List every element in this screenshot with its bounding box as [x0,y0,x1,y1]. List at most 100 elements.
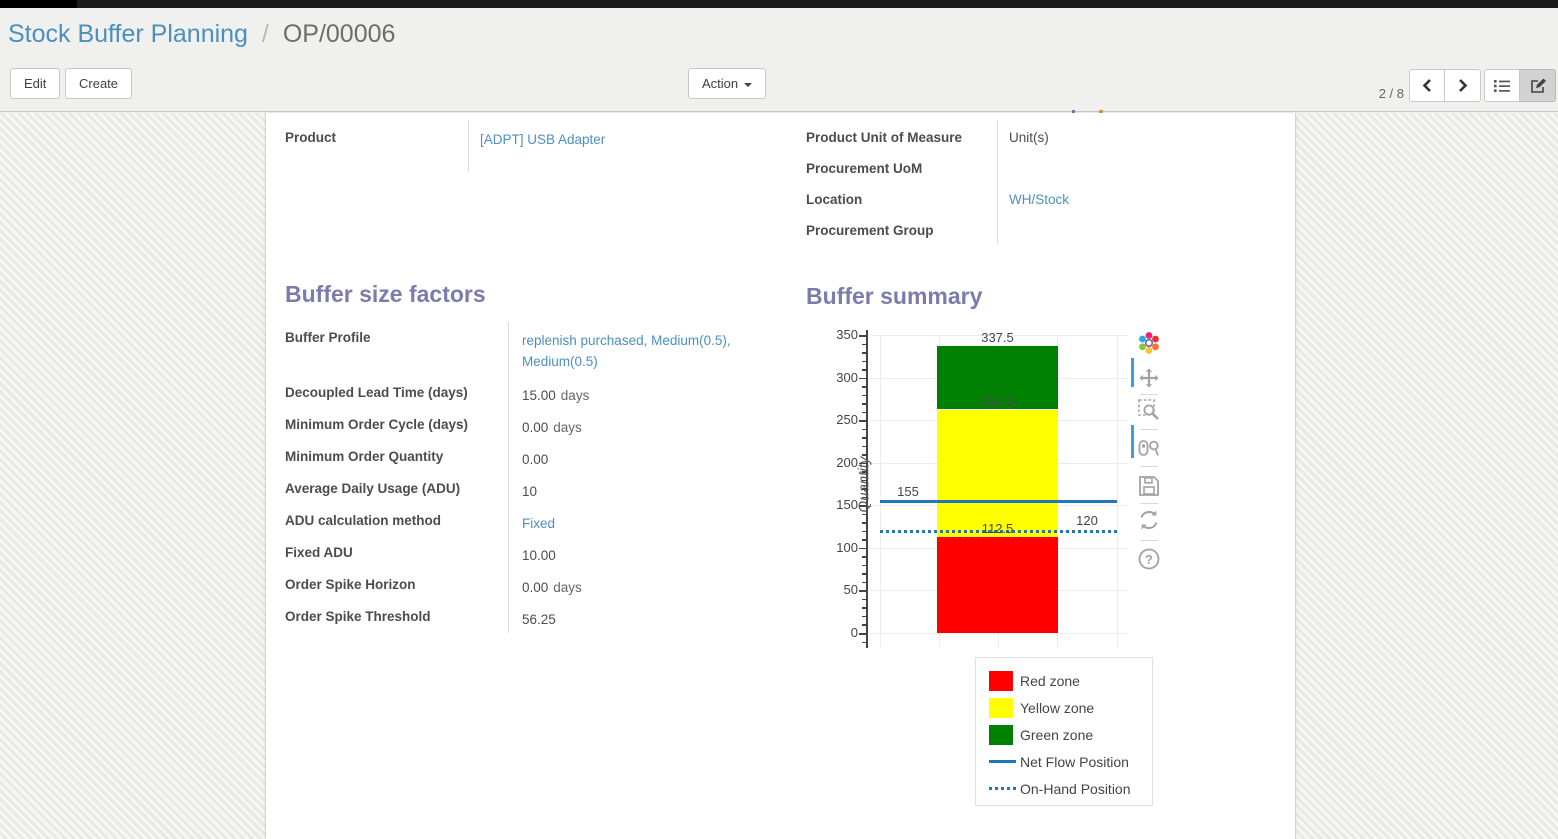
legend-item[interactable]: Net Flow Position [976,748,1152,775]
clipped-row-fragment [1072,110,1075,113]
on-hand-label: 120 [1076,512,1098,528]
field-row: Decoupled Lead Time (days) 15.00 days [280,377,796,409]
field-value [997,151,1296,182]
legend-label: On-Hand Position [1020,780,1131,797]
breadcrumb-parent-link[interactable]: Stock Buffer Planning [8,20,248,48]
field-label: Fixed ADU [285,545,353,560]
legend-item[interactable]: Yellow zone [976,694,1152,721]
product-value-link[interactable]: [ADPT] USB Adapter [480,132,606,147]
field-value: Fixed [508,505,796,537]
bar-top-label: 337.5 [981,329,1014,345]
zoom-box-icon[interactable] [1137,398,1161,422]
field-row: Location WH/Stock [801,182,1296,213]
legend-label: Red zone [1020,672,1080,689]
field-value-text: 10 [522,484,538,499]
form-view-button[interactable] [1520,69,1556,102]
y-axis-minor-tick [862,394,866,397]
legend-item[interactable]: Green zone [976,721,1152,748]
y-axis-tick-label: 100 [836,539,858,555]
field-row: Procurement Group [801,213,1296,244]
y-axis-tick-label: 50 [843,582,858,598]
section-heading-buffer-size-factors: Buffer size factors [285,281,486,307]
field-value-link[interactable]: replenish purchased, Medium(0.5), Medium… [522,333,731,369]
gridline [1117,335,1118,647]
y-axis-minor-tick [862,428,866,431]
y-axis-tick-label: 0 [850,625,858,640]
help-icon[interactable]: ? [1137,547,1161,571]
field-value: 15.00 days [508,377,796,409]
y-axis-minor-tick [862,556,866,558]
field-value-link[interactable]: Fixed [522,516,556,531]
y-axis-minor-tick [862,454,866,456]
chevron-left-icon [1422,79,1431,92]
pan-icon[interactable] [1137,366,1161,390]
legend-item[interactable]: On-Hand Position [976,775,1152,802]
create-button[interactable]: Create [65,68,133,99]
y-axis-minor-tick [862,641,866,643]
pager-next-button[interactable] [1445,69,1481,102]
y-axis-major-tick [859,547,866,550]
field-value-text: 10.00 [522,548,556,563]
list-view-button[interactable] [1484,69,1520,102]
svg-text:?: ? [1145,552,1153,567]
y-axis-minor-tick [862,615,866,618]
field-row: Average Daily Usage (ADU) 10 [280,473,796,505]
legend-item[interactable]: Red zone [976,667,1152,694]
edit-button[interactable]: Edit [10,68,61,99]
field-label: Order Spike Horizon [285,577,416,592]
field-unit: days [553,420,582,435]
net-flow-label: 155 [897,484,919,500]
y-axis-tick-label: 250 [836,412,858,428]
field-unit: days [553,580,582,595]
breadcrumb-separator: / [261,20,269,48]
field-value: 56.25 [508,601,796,633]
y-axis-minor-tick [862,352,866,354]
legend-swatch [989,787,1016,790]
y-axis-major-tick [859,377,866,380]
field-row: Order Spike Horizon 0.00 days [280,569,796,601]
plotly-logo-icon[interactable] [1137,331,1161,355]
compare-hover-icon[interactable] [1137,437,1161,461]
action-dropdown-button[interactable]: Action [688,68,767,99]
field-value: replenish purchased, Medium(0.5), Medium… [508,322,796,377]
y-axis-minor-tick [862,598,866,601]
field-label: Minimum Order Cycle (days) [285,417,469,432]
y-axis-minor-tick [862,513,866,516]
chevron-down-icon [744,82,753,87]
field-value-text: 15.00 [522,388,556,403]
field-value: 10 [508,473,796,505]
field-label: Decoupled Lead Time (days) [285,385,468,400]
y-axis-major-tick [859,505,866,507]
legend-label: Green zone [1020,726,1094,743]
y-axis-minor-tick [862,522,866,524]
download-plot-icon[interactable] [1137,474,1161,498]
field-row: ADU calculation method Fixed [280,505,796,537]
field-value-text: Unit(s) [1009,130,1049,145]
field-row: Buffer Profile replenish purchased, Mediu… [280,322,796,377]
y-axis-minor-tick [862,488,866,490]
y-axis-minor-tick [862,445,866,448]
y-axis-minor-tick [862,471,866,473]
buffer-factors-field-group: Buffer Profile replenish purchased, Mediu… [280,322,796,633]
y-axis-minor-tick [862,479,866,482]
green-zone-bar [937,345,1058,410]
action-label: Action [702,76,739,91]
field-value-text: 0.00 [522,452,549,467]
red-top-label: 112.5 [981,521,1014,537]
chart-modebar: ? [1128,330,1168,580]
field-value-link[interactable]: WH/Stock [1009,192,1070,207]
pager-buttons [1409,69,1481,102]
field-value: 0.00 days [508,409,796,441]
field-label: Procurement UoM [806,161,923,176]
modebar-active-indicator [1131,358,1134,387]
y-axis-minor-tick [862,624,866,626]
reset-axes-icon[interactable] [1137,508,1161,532]
on-hand-position-line [880,529,1117,533]
y-axis-title: Quantity [855,456,873,513]
gridline [870,335,1128,336]
uom-location-field-group: Product Unit of Measure Unit(s) Procuremen… [801,120,1296,244]
modebar-divider [1140,394,1158,395]
y-axis-minor-tick [862,607,866,609]
modebar-divider [1140,540,1158,541]
pager-previous-button[interactable] [1409,69,1445,102]
